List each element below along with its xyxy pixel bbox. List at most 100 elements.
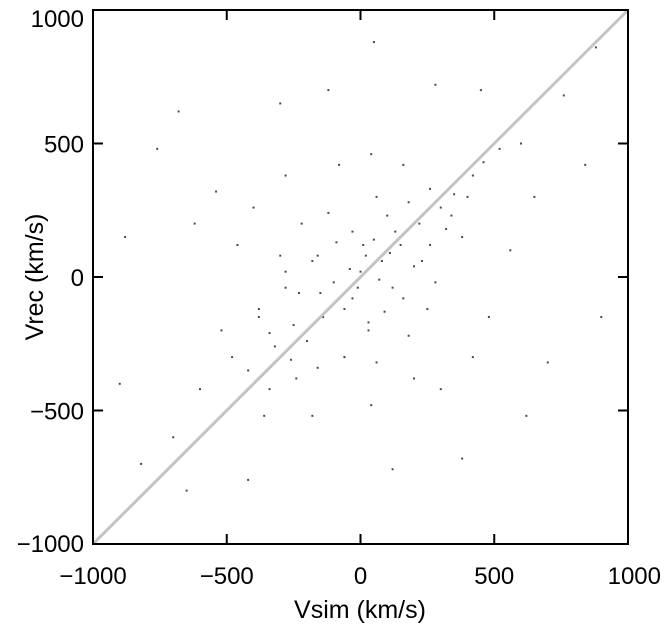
data-point xyxy=(247,369,250,372)
data-point xyxy=(351,297,354,300)
data-point xyxy=(429,243,432,246)
data-point xyxy=(413,265,415,268)
data-point xyxy=(525,414,528,417)
data-point xyxy=(407,334,410,337)
data-point xyxy=(378,278,381,281)
data-point xyxy=(327,89,330,92)
data-point xyxy=(295,377,298,380)
data-point xyxy=(487,316,490,319)
data-point xyxy=(479,89,482,92)
x-tick-label: −500 xyxy=(200,563,254,590)
data-point xyxy=(364,254,367,257)
data-point xyxy=(284,174,287,177)
data-point xyxy=(594,46,597,49)
data-point xyxy=(471,174,474,177)
data-point xyxy=(220,329,223,332)
data-point xyxy=(332,281,335,284)
data-point xyxy=(375,361,378,364)
data-point xyxy=(199,388,201,391)
data-point xyxy=(421,259,424,262)
data-point xyxy=(289,358,292,361)
data-point xyxy=(348,267,351,270)
data-point xyxy=(509,249,512,252)
data-point xyxy=(140,462,143,465)
data-point xyxy=(273,345,276,348)
data-point xyxy=(215,190,218,193)
data-point xyxy=(367,329,370,332)
data-point xyxy=(319,292,322,295)
data-point xyxy=(231,356,234,359)
data-point xyxy=(311,259,314,262)
y-tick-label: −500 xyxy=(30,399,84,426)
data-point xyxy=(172,436,175,439)
data-point xyxy=(434,281,437,284)
data-point xyxy=(399,243,402,246)
data-point xyxy=(402,297,405,300)
data-point xyxy=(335,241,338,244)
data-point xyxy=(279,102,282,105)
data-point xyxy=(362,243,365,246)
data-point xyxy=(445,227,448,230)
data-point xyxy=(356,286,359,289)
data-point xyxy=(453,193,456,196)
data-point xyxy=(391,468,394,471)
data-point xyxy=(367,321,370,324)
data-point xyxy=(118,382,121,385)
data-point xyxy=(461,457,464,460)
data-point xyxy=(546,361,549,364)
data-point xyxy=(236,243,239,246)
data-point xyxy=(520,142,522,145)
data-point xyxy=(316,366,319,369)
data-point xyxy=(284,270,287,273)
data-point xyxy=(600,316,603,319)
data-point xyxy=(370,404,373,407)
data-point xyxy=(426,308,429,311)
x-axis-ticks: −1000 −500 0 500 1000 xyxy=(59,10,661,590)
data-point xyxy=(498,147,501,150)
data-point xyxy=(386,214,389,217)
data-point xyxy=(185,489,188,492)
y-tick-label: 1000 xyxy=(31,6,84,33)
data-point xyxy=(471,356,474,359)
data-point xyxy=(418,222,421,225)
data-point xyxy=(359,270,362,273)
data-point xyxy=(257,308,260,311)
x-tick-label: 1000 xyxy=(608,563,661,590)
data-point xyxy=(193,222,196,225)
data-point xyxy=(156,147,159,150)
data-point xyxy=(466,195,469,198)
data-point xyxy=(482,161,485,164)
data-point xyxy=(434,83,437,86)
data-point xyxy=(343,308,346,311)
y-tick-label: −1000 xyxy=(17,531,84,558)
data-point xyxy=(268,388,271,391)
y-tick-label: 0 xyxy=(71,265,84,292)
data-point xyxy=(584,163,587,166)
data-point xyxy=(391,286,394,289)
data-point xyxy=(292,324,295,327)
data-point xyxy=(343,356,346,359)
data-point xyxy=(388,251,391,254)
data-point xyxy=(394,230,397,233)
data-point xyxy=(268,332,271,335)
data-point xyxy=(450,214,453,217)
data-point xyxy=(124,235,127,238)
data-point xyxy=(380,259,383,262)
data-point xyxy=(327,211,330,214)
data-point xyxy=(306,340,308,343)
plot-area xyxy=(91,8,630,546)
x-axis-title: Vsim (km/s) xyxy=(294,596,426,624)
data-point xyxy=(439,388,442,391)
data-point xyxy=(562,94,565,97)
data-point xyxy=(338,163,341,166)
data-point xyxy=(372,238,375,241)
x-tick-label: 0 xyxy=(354,563,367,590)
data-point xyxy=(413,377,415,380)
data-point xyxy=(177,110,180,113)
y-tick-label: 500 xyxy=(44,132,84,159)
data-point xyxy=(247,478,250,481)
data-point xyxy=(351,230,354,233)
data-point xyxy=(407,201,410,204)
data-point xyxy=(252,206,255,209)
